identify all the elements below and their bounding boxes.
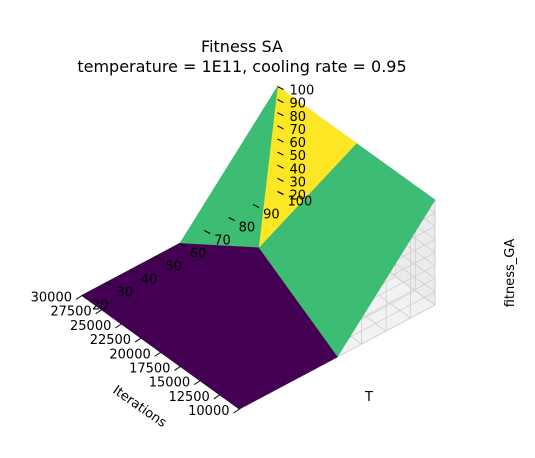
z-tick-mark (277, 177, 284, 182)
y-tick-mark (106, 282, 113, 286)
x-tick-label: 30000 (31, 291, 72, 306)
y-tick-mark (179, 243, 186, 247)
z-tick-mark (277, 191, 284, 195)
z-tick-label: 20 (290, 189, 307, 204)
z-tick-label: 60 (290, 136, 307, 151)
x-tick-mark (233, 408, 240, 414)
x-tick-mark (174, 366, 181, 371)
z-tick-label: 40 (290, 162, 307, 177)
x-tick-mark (134, 337, 142, 343)
y-tick-mark (252, 204, 260, 208)
y-tick-label: 90 (263, 208, 280, 223)
chart-subtitle: temperature = 1E11, cooling rate = 0.95 (77, 57, 406, 76)
x-tick-mark (115, 323, 122, 329)
tick-labels: 1000012500150001750020000225002500027500… (31, 84, 315, 420)
y-tick-label: 20 (92, 299, 109, 314)
y-tick-label: 70 (214, 234, 231, 249)
z-tick-label: 90 (290, 97, 307, 112)
x-tick-label: 10000 (188, 404, 229, 419)
x-tick-label: 17500 (129, 361, 170, 376)
chart-title: Fitness SA (201, 37, 283, 56)
x-tick-label: 27500 (50, 305, 91, 320)
x-tick-label: 20000 (109, 347, 150, 362)
z-tick-label: 70 (290, 123, 307, 138)
z-tick-label: 100 (290, 84, 315, 99)
y-tick-label: 30 (116, 286, 133, 301)
x-tick-label: 12500 (168, 390, 209, 405)
z-tick-label: 30 (290, 175, 307, 190)
y-tick-mark (155, 256, 162, 260)
x-tick-label: 22500 (90, 333, 131, 348)
x-tick-label: 25000 (70, 319, 111, 334)
x-tick-mark (193, 380, 201, 386)
y-tick-label: 60 (190, 247, 207, 262)
y-axis-label: T (364, 390, 373, 405)
surface-plot (81, 85, 436, 410)
y-tick-label: 100 (288, 195, 313, 210)
z-axis-label: fitness_GA (503, 239, 518, 308)
z-tick-mark (277, 112, 284, 117)
z-tick-mark (277, 86, 284, 90)
z-tick-mark (277, 125, 284, 130)
y-tick-label: 50 (165, 260, 182, 275)
x-tick-mark (213, 394, 221, 400)
y-tick-label: 80 (239, 221, 256, 236)
z-tick-label: 50 (290, 149, 307, 164)
z-tick-mark (277, 138, 284, 143)
y-tick-mark (228, 217, 235, 221)
z-tick-label: 80 (290, 110, 307, 125)
y-tick-label: 40 (141, 273, 158, 288)
y-tick-mark (203, 230, 211, 234)
z-tick-mark (277, 99, 284, 104)
z-tick-mark (277, 151, 284, 156)
x-tick-mark (75, 295, 83, 300)
x-tick-mark (154, 351, 162, 357)
y-tick-mark (81, 295, 89, 299)
y-tick-mark (130, 269, 138, 273)
z-tick-mark (277, 164, 284, 169)
x-tick-mark (95, 309, 102, 315)
x-tick-label: 15000 (149, 376, 190, 391)
